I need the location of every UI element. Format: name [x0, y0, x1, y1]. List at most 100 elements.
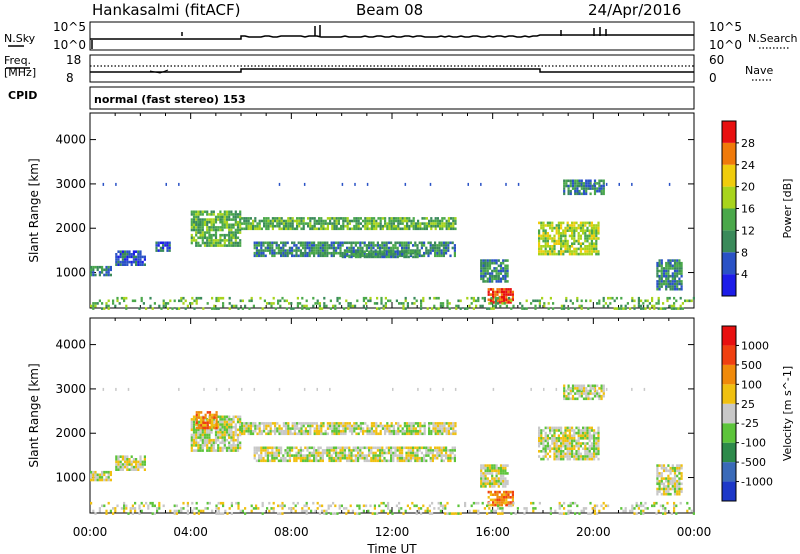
velocity-cell [577, 434, 580, 437]
velocity-cell [658, 490, 661, 493]
power-cell [331, 222, 334, 225]
power-cell [580, 179, 583, 183]
power-colorbar-segment [722, 208, 736, 231]
power-cell [335, 246, 338, 250]
power-cell [359, 244, 362, 247]
power-cell [339, 246, 342, 250]
velocity-cell [551, 434, 554, 437]
velocity-cell [300, 429, 303, 433]
velocity-cell [276, 427, 279, 430]
velocity-cell [102, 387, 105, 391]
velocity-cell [595, 437, 598, 440]
velocity-cell [230, 512, 233, 515]
power-cell [197, 228, 200, 232]
power-cell [692, 296, 695, 300]
power-cell [320, 222, 323, 225]
velocity-cell [562, 457, 565, 461]
velocity-cell [386, 424, 389, 428]
power-cell [266, 302, 269, 305]
power-cell [277, 249, 280, 252]
velocity-cell [323, 509, 326, 513]
power-cell [569, 189, 572, 193]
power-cell [571, 184, 575, 188]
velocity-cell [217, 446, 220, 450]
power-cell [214, 236, 218, 240]
power-cell [564, 237, 567, 240]
power-cell [584, 247, 587, 251]
power-cell [585, 179, 588, 183]
power-cell [582, 242, 585, 245]
velocity-cell [686, 509, 689, 513]
velocity-cell [232, 420, 235, 424]
power-cell [588, 221, 591, 225]
power-cell [505, 293, 508, 296]
velocity-cell [329, 512, 332, 515]
velocity-cell [335, 446, 338, 450]
velocity-cell [480, 477, 483, 480]
velocity-cell [315, 451, 318, 455]
velocity-cell [221, 418, 224, 421]
velocity-cell [482, 464, 485, 467]
power-cell [573, 239, 576, 243]
velocity-cell [420, 459, 423, 463]
power-cell [234, 223, 237, 227]
velocity-cell [587, 389, 590, 393]
power-cell [295, 254, 298, 258]
nsearch-ytick-bottom: 10^0 [709, 38, 742, 52]
velocity-cell [568, 429, 571, 432]
velocity-cell [678, 464, 681, 467]
velocity-cell [600, 397, 603, 401]
velocity-cell [553, 442, 556, 445]
power-cell [538, 245, 541, 248]
power-cell [669, 282, 672, 286]
power-cell [203, 233, 207, 237]
velocity-cell [304, 422, 307, 425]
power-cell [384, 222, 387, 225]
power-cell [563, 182, 566, 185]
velocity-cell [673, 472, 677, 475]
velocity-cell [124, 465, 127, 469]
power-cell [208, 244, 211, 247]
power-cell [332, 249, 335, 252]
power-cell [310, 244, 313, 247]
velocity-cell [232, 418, 235, 421]
power-cell [658, 282, 661, 286]
velocity-cell [271, 451, 274, 455]
velocity-cell [90, 476, 93, 479]
velocity-cell [588, 429, 591, 432]
power-cell [271, 246, 274, 250]
power-cell [212, 218, 215, 221]
velocity-cell [329, 387, 331, 391]
velocity-cell [403, 429, 406, 433]
power-cell [667, 272, 670, 275]
velocity-cell [339, 449, 342, 452]
velocity-cell [230, 423, 233, 426]
velocity-cell [409, 449, 412, 452]
velocity-cell [357, 454, 360, 457]
velocity-cell [237, 501, 240, 505]
velocity-cell [451, 449, 454, 452]
velocity-cell [582, 392, 586, 395]
power-cell [344, 224, 347, 228]
power-cell [353, 224, 356, 228]
velocity-cell [272, 509, 275, 513]
power-cell [326, 217, 329, 220]
velocity-cell [117, 463, 120, 466]
power-cell [488, 280, 492, 283]
power-cell [260, 251, 263, 255]
velocity-cell [426, 509, 429, 513]
velocity-cell [590, 457, 593, 461]
power-cell [549, 245, 552, 248]
velocity-cell [436, 456, 439, 460]
velocity-cell [263, 429, 266, 433]
power-cell [538, 304, 541, 308]
power-cell [600, 187, 603, 190]
power-cell [164, 302, 167, 305]
velocity-cell [566, 434, 569, 437]
velocity-cell [346, 454, 349, 457]
velocity-cell [221, 415, 224, 419]
velocity-cell [284, 451, 287, 455]
power-cell [665, 274, 668, 278]
power-cell [357, 217, 360, 220]
velocity-cell [586, 452, 589, 456]
